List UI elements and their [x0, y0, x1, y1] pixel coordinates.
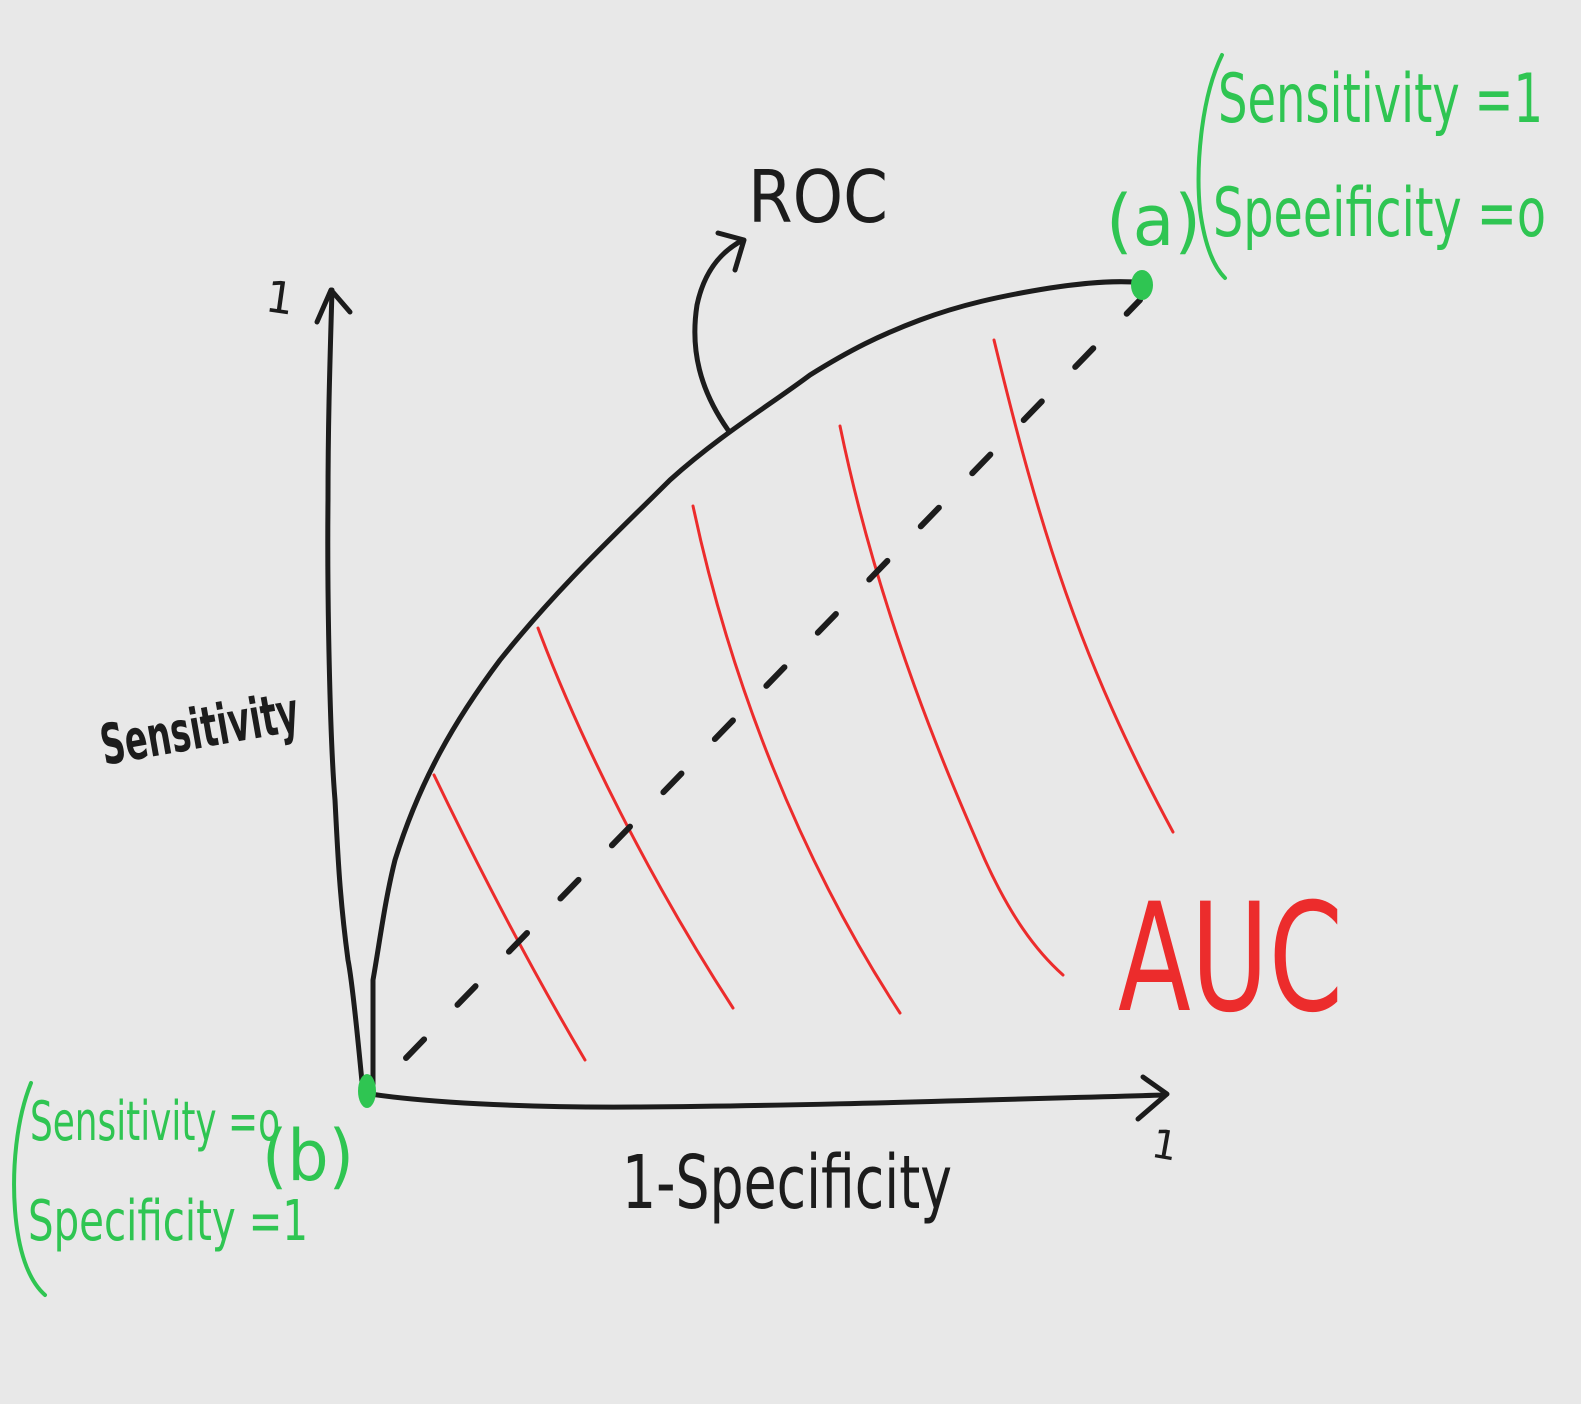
- chance-diagonal-dashed-line: [403, 297, 1143, 1061]
- roc-pointer-arrowhead: [715, 230, 747, 273]
- auc-hatching: [432, 338, 1175, 1062]
- x-axis-max-label: 1: [1148, 1121, 1181, 1171]
- roc-pointer-line: [692, 237, 746, 433]
- y-axis-max-label: 1: [262, 271, 297, 325]
- roc-title: ROC: [748, 155, 888, 239]
- y-axis-arrowhead: [314, 287, 353, 325]
- point-b-dot: [358, 1074, 376, 1108]
- auc-label: AUC: [1118, 872, 1343, 1046]
- y-axis-line: [325, 287, 365, 1085]
- point-b-sensitivity-note: Sensitivity =o: [30, 1090, 280, 1153]
- y-axis-title: Sensitivity: [96, 680, 304, 779]
- point-a-bracket: [1196, 53, 1227, 280]
- hatch-line-5: [992, 338, 1175, 834]
- hatch-line-3: [691, 504, 902, 1015]
- point-a-sensitivity-note: Sensitivity =1: [1218, 60, 1543, 139]
- x-axis-title: 1-Specificity: [622, 1140, 952, 1226]
- x-axis-line: [361, 1090, 1168, 1110]
- x-axis: [361, 1074, 1170, 1122]
- point-a-specificity-note: Speeificity =o: [1213, 174, 1546, 253]
- x-axis-arrowhead: [1135, 1074, 1170, 1122]
- point-b-bracket: [12, 1081, 47, 1297]
- point-a-annotation: (a) Sensitivity =1 Speeificity =o: [1106, 53, 1546, 280]
- hatch-line-2: [536, 626, 735, 1010]
- roc-pointer-arrow: [692, 230, 747, 433]
- y-axis: [314, 287, 365, 1085]
- point-b-specificity-note: Specificity =1: [28, 1189, 308, 1254]
- point-a-name: (a): [1106, 180, 1201, 262]
- point-b-annotation: Sensitivity =o (b) Specificity =1: [12, 1081, 354, 1297]
- roc-curve: [370, 279, 1148, 1088]
- point-b-name: (b): [262, 1115, 354, 1197]
- hatch-line-4: [838, 424, 1065, 977]
- hatch-line-1: [432, 773, 587, 1062]
- point-a-dot: [1131, 270, 1153, 300]
